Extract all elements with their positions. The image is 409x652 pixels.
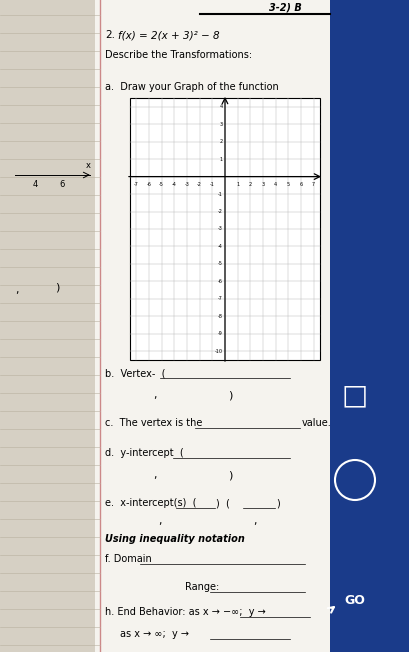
Bar	[0, 0, 120, 652]
Text: 2: 2	[220, 139, 223, 144]
Text: -1: -1	[210, 182, 215, 186]
Bar	[130, 98, 320, 360]
Text: c.  The vertex is the: c. The vertex is the	[105, 418, 202, 428]
Text: h. End Behavior: as x → −∞;  y →: h. End Behavior: as x → −∞; y →	[105, 607, 266, 617]
Text: ,: ,	[153, 470, 157, 480]
Text: -3: -3	[218, 226, 223, 231]
Text: -7: -7	[134, 182, 139, 186]
Text: -2: -2	[197, 182, 202, 186]
Text: f(x) = 2(x + 3)² − 8: f(x) = 2(x + 3)² − 8	[118, 30, 220, 40]
Text: a.  Draw your Graph of the function: a. Draw your Graph of the function	[105, 82, 279, 92]
Text: Describe the Transformations:: Describe the Transformations:	[105, 50, 252, 60]
Text: )  (: ) (	[216, 498, 230, 508]
Text: 5: 5	[287, 182, 290, 186]
Text: ): )	[228, 390, 232, 400]
Text: ): )	[276, 498, 280, 508]
Text: 7: 7	[312, 182, 315, 186]
Text: 2.: 2.	[105, 30, 115, 40]
Text: -5: -5	[218, 261, 223, 267]
Text: e.  x-intercept(s)  (: e. x-intercept(s) (	[105, 498, 196, 508]
Text: -7: -7	[218, 297, 223, 301]
Text: -6: -6	[146, 182, 151, 186]
Text: -8: -8	[218, 314, 223, 319]
Text: 3: 3	[220, 122, 223, 126]
Bar	[330, 0, 409, 652]
Text: ): )	[55, 283, 59, 293]
Text: ,: ,	[15, 285, 18, 295]
Text: -6: -6	[218, 279, 223, 284]
Text: 6: 6	[59, 180, 65, 189]
Text: ,: ,	[158, 516, 162, 526]
Text: -3: -3	[184, 182, 189, 186]
Text: 3: 3	[261, 182, 265, 186]
Text: 1: 1	[236, 182, 239, 186]
Text: -9: -9	[218, 331, 223, 336]
Text: □: □	[342, 381, 368, 409]
Text: f. Domain: f. Domain	[105, 554, 152, 564]
Text: b.  Vertex-  (: b. Vertex- (	[105, 368, 166, 378]
Text: 1: 1	[220, 156, 223, 162]
Text: ): )	[228, 470, 232, 480]
Text: ,: ,	[153, 390, 157, 400]
Text: 4: 4	[32, 180, 38, 189]
Text: ,: ,	[253, 516, 257, 526]
Text: x: x	[85, 161, 90, 170]
Text: 6: 6	[299, 182, 303, 186]
Text: 2: 2	[249, 182, 252, 186]
Text: 3-2) B: 3-2) B	[269, 2, 301, 12]
Text: 4: 4	[274, 182, 277, 186]
Text: d.  y-intercept  (: d. y-intercept (	[105, 448, 184, 458]
Text: -4: -4	[218, 244, 223, 249]
Text: 4: 4	[220, 104, 223, 110]
Text: value.: value.	[302, 418, 332, 428]
Text: -2: -2	[218, 209, 223, 214]
Text: Using inequality notation: Using inequality notation	[105, 534, 245, 544]
Text: -10: -10	[215, 349, 223, 354]
Text: Range:: Range:	[185, 582, 219, 592]
Bar	[95, 0, 360, 652]
Text: as x → ∞;  y →: as x → ∞; y →	[120, 629, 189, 639]
Text: -4: -4	[172, 182, 177, 186]
Text: GO: GO	[344, 593, 365, 606]
Text: -5: -5	[159, 182, 164, 186]
Text: -1: -1	[218, 192, 223, 196]
